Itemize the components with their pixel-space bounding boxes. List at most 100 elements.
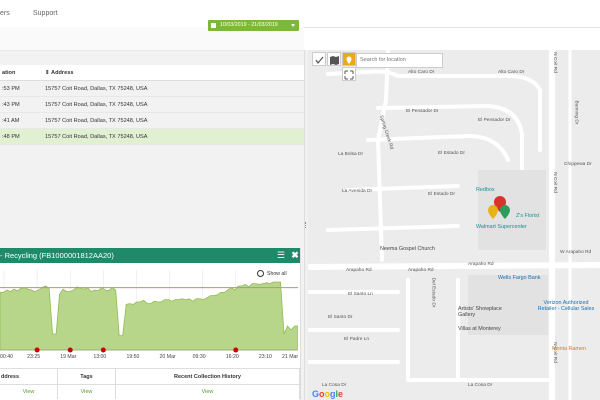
map-marker-icon	[488, 205, 498, 219]
table-row[interactable]: :41 AM 15757 Coit Road, Dallas, TX 75248…	[0, 112, 304, 129]
street-label: Del Estado Dr	[430, 277, 436, 308]
poi-redbox[interactable]: Redbox	[476, 187, 495, 193]
street-label: N Coit Rd	[551, 52, 557, 73]
row-time: :41 AM	[0, 112, 41, 129]
location-history-table: ation ⇕ Address :53 PM 15757 Coit Road, …	[0, 65, 304, 145]
chevron-down-icon	[291, 24, 295, 27]
row-address: 15757 Coit Road, Dallas, TX 75248, USA	[41, 96, 304, 113]
street-label: El Pensador Dr	[406, 109, 439, 114]
bin-markers	[488, 196, 510, 219]
street-label: El Padre Ln	[344, 337, 370, 342]
street-label: Alto Caro Dr	[408, 70, 435, 75]
poi-zs-florist[interactable]: Z's Florist	[516, 213, 540, 219]
collection-marker[interactable]	[100, 347, 106, 353]
x-tick-label: 23:10	[258, 354, 272, 360]
row-time: :43 PM	[0, 96, 41, 113]
table-header-row: ddress Tags Recent Collection History	[0, 368, 300, 385]
column-header-location[interactable]: ation	[0, 65, 41, 81]
street-label: El Santo Ln	[348, 292, 373, 297]
fill-level-area	[0, 281, 298, 351]
poi-artists-gallery[interactable]: Artists' Showplace Gallery	[458, 306, 502, 318]
street-label: N Coit Rd	[551, 172, 557, 193]
street-label: La Avenida Dr	[342, 189, 373, 194]
table-row[interactable]: :53 PM 15757 Coit Road, Dallas, TX 75248…	[0, 80, 304, 97]
row-address: 15757 Coit Road, Dallas, TX 75248, USA	[41, 80, 304, 97]
collection-marker[interactable]	[233, 347, 239, 353]
google-logo: Google	[312, 389, 344, 399]
nav-item-ers[interactable]: ers	[0, 10, 10, 17]
check-icon[interactable]	[312, 52, 326, 66]
fullscreen-icon[interactable]	[342, 67, 356, 81]
poi-church[interactable]: Neema Gospel Church	[380, 246, 435, 252]
row-time: :48 PM	[0, 128, 41, 145]
hamburger-icon[interactable]: ☰	[276, 250, 286, 260]
date-range-label: 10/03/2019 - 21/03/2019	[220, 22, 278, 28]
street-label: W Arapaho Rd	[560, 250, 592, 255]
x-tick-label: 09:30	[192, 354, 206, 360]
pin-icon[interactable]	[342, 52, 356, 66]
x-tick-label: 16:20	[225, 354, 239, 360]
column-header-address[interactable]: ⇕ Address	[41, 65, 304, 81]
close-icon[interactable]: ✖	[291, 250, 299, 260]
table-header-row: ation ⇕ Address	[0, 65, 304, 81]
column-header-tags: Tags	[57, 368, 116, 385]
map-marker-icon	[500, 205, 510, 219]
sort-icon: ⇕	[45, 69, 52, 76]
street-label: El Estado Dr	[428, 192, 455, 197]
fill-level-chart	[0, 270, 298, 353]
street-label: La Bolsa Dr	[338, 152, 364, 157]
row-address: 15757 Coit Road, Dallas, TX 75248, USA	[41, 128, 304, 145]
street-label: Arapaho Rd	[408, 268, 434, 273]
street-label: Alto Caro Dr	[498, 70, 525, 75]
view-collection-history-link[interactable]: View	[115, 384, 300, 399]
street-label: El Santo Dr	[328, 315, 353, 320]
date-range-picker[interactable]: 10/03/2019 - 21/03/2019	[208, 20, 299, 31]
poi-monta-ramen[interactable]: Monta Ramen	[552, 346, 586, 352]
collection-marker[interactable]	[34, 347, 40, 353]
table-row[interactable]: :43 PM 15757 Coit Road, Dallas, TX 75248…	[0, 96, 304, 113]
collection-marker[interactable]	[67, 347, 73, 353]
poi-villas[interactable]: Villas at Monterey	[458, 326, 501, 332]
street-label: Arapaho Rd	[468, 262, 494, 267]
street-label: Arapaho Rd	[346, 268, 372, 273]
x-tick-label: 21 Mar	[282, 354, 299, 360]
map-search-input[interactable]	[356, 53, 443, 68]
poi-verizon[interactable]: Verizon Authorized Retailer - Cellular S…	[537, 300, 595, 312]
x-tick-label: 23:25	[27, 354, 41, 360]
map-icon[interactable]	[327, 52, 341, 66]
top-nav: ers Support	[0, 0, 600, 28]
column-header-collection-history: Recent Collection History	[115, 368, 300, 385]
view-address-link[interactable]: View	[0, 384, 58, 399]
panel-header: - Recycling (FB1000001812AA20) ☰ ✖	[0, 248, 300, 263]
table-row: View View View	[0, 384, 300, 399]
calendar-icon	[211, 23, 216, 28]
x-tick-label: 00:40	[0, 354, 13, 360]
x-tick-label: 20 Mar	[159, 354, 176, 360]
map-roads	[308, 50, 600, 400]
x-tick-label: 19:50	[126, 354, 140, 360]
bin-details-table: ddress Tags Recent Collection History Vi…	[0, 368, 300, 399]
street-label: La Cosa Dr	[322, 383, 347, 388]
column-header-address-label: Address	[51, 69, 74, 76]
row-address: 15757 Coit Road, Dallas, TX 75248, USA	[41, 112, 304, 129]
panel-toolbar-strip	[0, 27, 304, 51]
street-label: La Cosa Dr	[468, 383, 493, 388]
view-tags-link[interactable]: View	[57, 384, 116, 399]
nav-item-support[interactable]: Support	[33, 10, 58, 17]
row-time: :53 PM	[0, 80, 41, 97]
show-all-label: Show all	[267, 271, 287, 277]
poi-wells-fargo[interactable]: Wells Fargo Bank	[498, 275, 541, 281]
pane-splitter[interactable]	[304, 50, 309, 400]
column-header-address: ddress	[0, 368, 58, 385]
street-label: El Pensador Dr	[478, 118, 511, 123]
map-view[interactable]: Alto Caro Dr Alto Caro Dr El Pensador Dr…	[308, 50, 600, 400]
drag-handle-icon[interactable]	[305, 222, 308, 228]
table-row-selected[interactable]: :48 PM 15757 Coit Road, Dallas, TX 75248…	[0, 128, 304, 145]
zoom-out-icon	[257, 270, 264, 277]
street-label: Banning Dr	[573, 100, 579, 125]
poi-walmart[interactable]: Walmart Supercenter	[476, 224, 527, 230]
panel-title: - Recycling (FB1000001812AA20)	[0, 251, 114, 260]
street-label: El Estado Dr	[438, 151, 465, 156]
x-tick-label: 13:00	[93, 354, 107, 360]
x-tick-label: 19 Mar	[60, 354, 77, 360]
